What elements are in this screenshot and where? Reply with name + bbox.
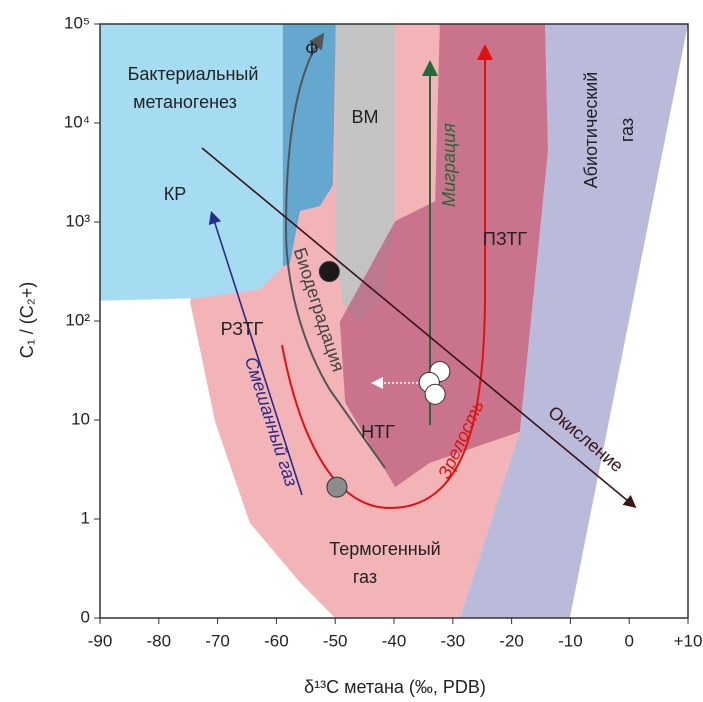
x-tick-label: -50: [323, 631, 348, 650]
region-label: Бактериальный: [128, 64, 259, 84]
x-tick-label: -10: [558, 631, 583, 650]
arrow-label: Миграция: [439, 123, 459, 207]
axes: -90 -80 -70 -60 -50 -40 -30 -20 -10 0 +10 0 1 10 10² 10…: [64, 13, 703, 650]
x-tick-label: -80: [147, 631, 172, 650]
region: [339, 24, 549, 488]
y-tick-label: 10: [71, 409, 90, 428]
y-tick-label: 10³: [65, 211, 90, 230]
x-axis-title: δ¹³C метана (‰, PDB): [304, 677, 486, 697]
overlay: Бактериальный метаногенез КР Ф ВМ РЗТГ НТГ ПЗТГ…: [128, 32, 637, 587]
region: [100, 24, 283, 301]
data-point: [424, 383, 446, 405]
y-tick-label: 10⁴: [64, 112, 90, 131]
x-tick-label: 0: [624, 631, 633, 650]
region-label: НТГ: [361, 422, 395, 442]
x-tick-label: -20: [499, 631, 524, 650]
y-tick-label: 10²: [65, 310, 90, 329]
y-tick-label: 10⁵: [64, 13, 90, 32]
region-label: Ф: [305, 39, 319, 59]
x-tick-label: -90: [88, 631, 113, 650]
region: [282, 24, 336, 267]
region-label: газ: [617, 118, 637, 142]
region-label: Термогенный: [329, 539, 440, 559]
y-tick-label: 1: [81, 508, 90, 527]
y-axis-title: C₁ / (C₂+): [17, 282, 37, 359]
arrow: [281, 44, 493, 510]
regions: [100, 24, 688, 618]
region-label: ВМ: [352, 107, 379, 127]
x-tick-label: +10: [674, 631, 703, 650]
data-point: [326, 476, 348, 498]
x-tick-label: -60: [264, 631, 289, 650]
x-tick-label: -70: [205, 631, 230, 650]
x-tick-label: -30: [441, 631, 466, 650]
x-tick-label: -40: [382, 631, 407, 650]
region-label: КР: [164, 184, 187, 204]
region-label: Абиотический: [581, 72, 601, 189]
region-label: метаногенез: [133, 92, 237, 112]
arrow: [201, 147, 637, 509]
arrow: [284, 32, 386, 469]
region: [459, 24, 688, 618]
region-label: РЗТГ: [221, 319, 264, 339]
y-tick-label: 0: [81, 607, 90, 626]
arrow: [208, 210, 303, 496]
data-point: [318, 261, 340, 283]
region-label: ПЗТГ: [483, 229, 527, 249]
region-label: газ: [353, 567, 377, 587]
